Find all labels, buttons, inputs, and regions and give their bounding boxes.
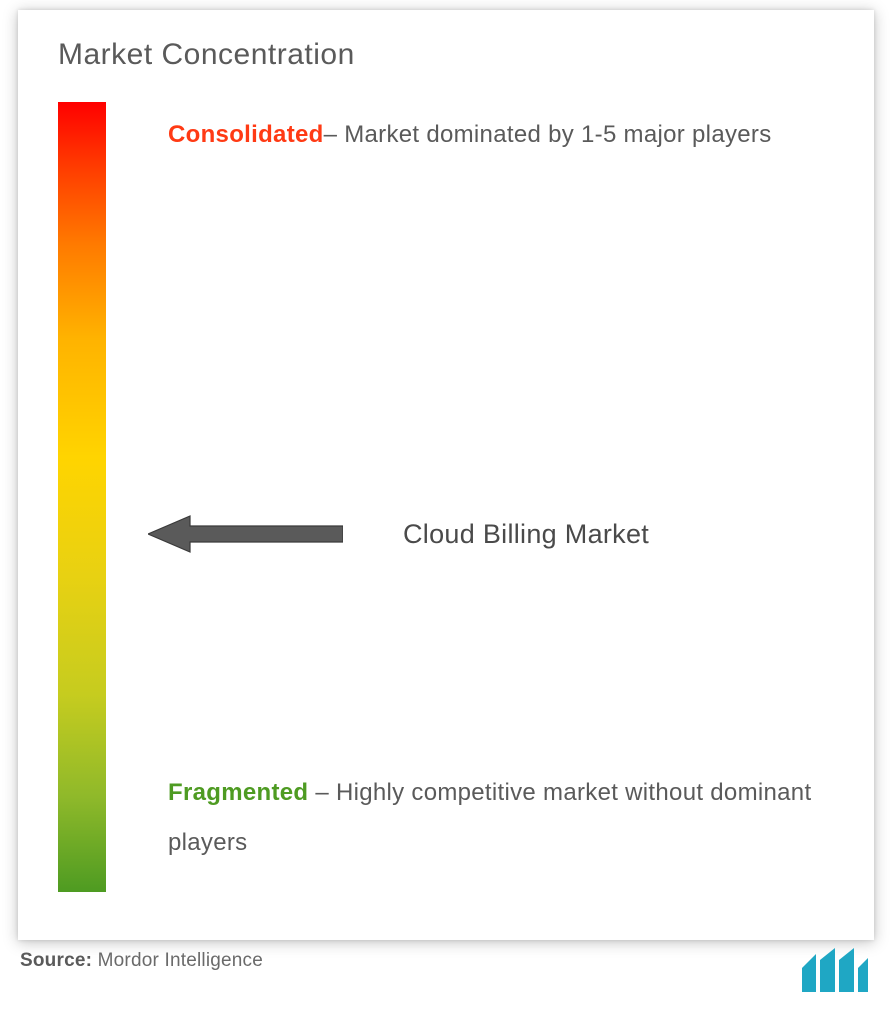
- concentration-gradient-bar: [58, 102, 106, 892]
- fragmented-keyword: Fragmented: [168, 779, 308, 806]
- consolidated-description: Consolidated– Market dominated by 1-5 ma…: [168, 110, 808, 160]
- source-value: Mordor Intelligence: [92, 950, 263, 971]
- consolidated-keyword: Consolidated: [168, 121, 324, 148]
- fragmented-description: Fragmented – Highly competitive market w…: [168, 768, 828, 869]
- arrow-left-icon: [148, 514, 343, 554]
- market-pointer: Cloud Billing Market: [148, 514, 649, 554]
- consolidated-rest: – Market dominated by 1-5 major players: [324, 121, 772, 148]
- footer: Source: Mordor Intelligence: [20, 950, 872, 1000]
- source-label: Source:: [20, 950, 92, 971]
- market-name-label: Cloud Billing Market: [403, 519, 649, 550]
- chart-title: Market Concentration: [58, 38, 838, 72]
- chart-content: Consolidated– Market dominated by 1-5 ma…: [58, 102, 838, 892]
- source-attribution: Source: Mordor Intelligence: [20, 950, 872, 972]
- mordor-logo-icon: [802, 948, 868, 992]
- infographic-card: Market Concentration Consolidated– Marke…: [18, 10, 874, 940]
